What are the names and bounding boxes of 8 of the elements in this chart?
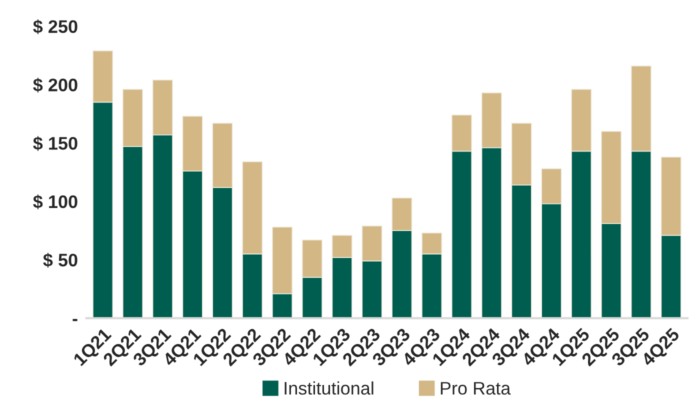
y-tick-label: - [72, 318, 78, 322]
y-tick-label: $ 200 [33, 78, 78, 93]
y-tick-label: $ 150 [33, 136, 78, 151]
legend-label: Pro Rata [440, 382, 511, 395]
y-tick-label: $ 50 [43, 252, 78, 268]
y-tick-label: $ 100 [33, 194, 78, 210]
y-tick-label: $ 250 [33, 19, 78, 34]
legend-label: Institutional [284, 381, 374, 395]
